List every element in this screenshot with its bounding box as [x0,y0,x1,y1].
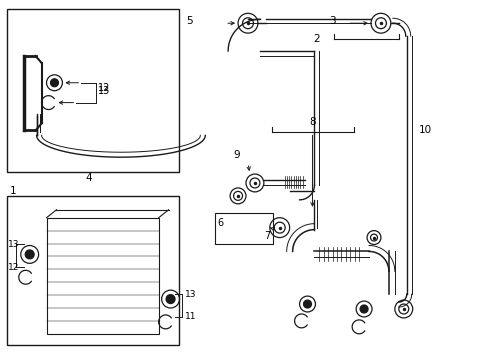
Text: 8: 8 [309,117,316,127]
Text: 2: 2 [313,34,319,44]
Text: 11: 11 [184,312,196,321]
Circle shape [25,250,34,259]
Text: 1: 1 [10,186,17,196]
Bar [47,218,159,334]
Text: 13: 13 [8,240,19,249]
Text: 7: 7 [265,230,271,240]
Circle shape [303,300,312,308]
Text: 5: 5 [186,16,193,26]
Circle shape [360,305,368,313]
Text: 13: 13 [184,289,196,298]
Bar [215,213,273,244]
Text: 12: 12 [8,263,19,272]
Bar [7,9,178,172]
Text: 4: 4 [86,173,93,183]
Text: 9: 9 [233,150,240,160]
Text: 3: 3 [329,16,335,26]
Bar [7,196,178,345]
Circle shape [50,79,58,87]
Text: 6: 6 [217,218,223,228]
Text: 10: 10 [418,125,432,135]
Circle shape [166,294,175,303]
Text: 13: 13 [98,86,110,96]
Text: 12: 12 [98,83,111,93]
